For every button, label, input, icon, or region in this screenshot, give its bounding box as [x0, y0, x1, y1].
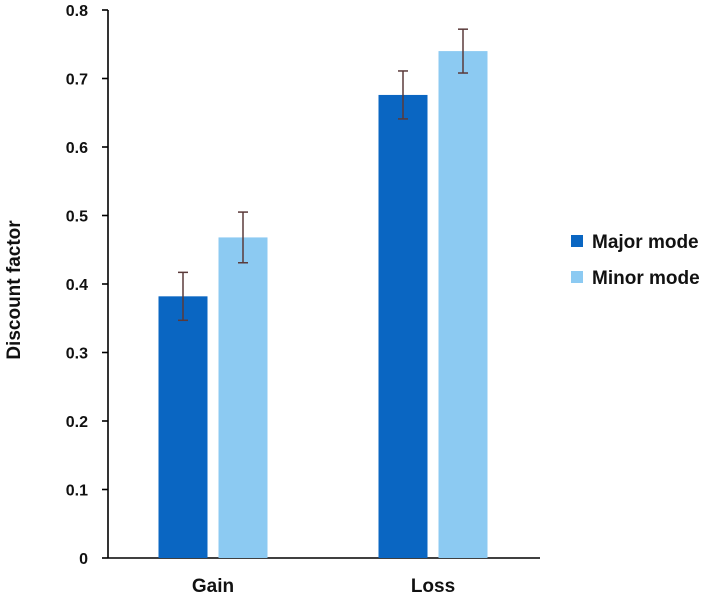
bar-loss-minor-mode — [438, 51, 488, 558]
error-bars — [178, 28, 468, 322]
y-tick-label: 0.4 — [66, 277, 88, 294]
y-axis-title: Discount factor — [4, 220, 25, 360]
y-tick-label: 0.7 — [66, 72, 88, 89]
y-tick-label: 0.5 — [66, 209, 88, 226]
x-category-label: Loss — [411, 576, 455, 596]
legend-label: Minor mode — [592, 268, 700, 289]
y-tick-label: 0 — [79, 551, 88, 568]
axes: 0 0.1 0.2 0.3 0.4 0.5 0.6 0.7 0.8 Gain Loss — [66, 3, 540, 597]
bars — [158, 51, 488, 559]
legend: Major mode Minor mode — [571, 232, 700, 289]
y-tick-label: 0.8 — [66, 3, 88, 20]
bar-gain-major-mode — [158, 296, 208, 558]
bar-loss-major-mode — [378, 94, 428, 558]
x-category-label: Gain — [192, 576, 234, 596]
bar-gain-minor-mode — [218, 237, 268, 559]
legend-swatch — [571, 271, 583, 283]
y-tick-label: 0.6 — [66, 140, 88, 157]
legend-swatch — [571, 235, 583, 247]
legend-label: Major mode — [592, 232, 699, 253]
y-tick-label: 0.3 — [66, 346, 88, 363]
y-tick-label: 0.1 — [66, 483, 88, 500]
y-tick-label: 0.2 — [66, 414, 88, 431]
